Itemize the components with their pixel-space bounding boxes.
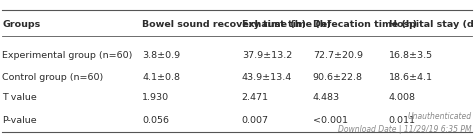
- Text: 4.008: 4.008: [389, 93, 416, 103]
- Text: 0.011: 0.011: [389, 116, 416, 125]
- Text: <0.001: <0.001: [313, 116, 348, 125]
- Text: 72.7±20.9: 72.7±20.9: [313, 51, 363, 60]
- Text: 43.9±13.4: 43.9±13.4: [242, 73, 292, 82]
- Text: 4.1±0.8: 4.1±0.8: [142, 73, 180, 82]
- Text: 2.471: 2.471: [242, 93, 269, 103]
- Text: Exhaust time (h): Exhaust time (h): [242, 20, 331, 29]
- Text: Experimental group (n=60): Experimental group (n=60): [2, 51, 133, 60]
- Text: 37.9±13.2: 37.9±13.2: [242, 51, 292, 60]
- Text: 90.6±22.8: 90.6±22.8: [313, 73, 363, 82]
- Text: 16.8±3.5: 16.8±3.5: [389, 51, 433, 60]
- Text: Defecation time (h): Defecation time (h): [313, 20, 417, 29]
- Text: T value: T value: [2, 93, 37, 103]
- Text: 1.930: 1.930: [142, 93, 169, 103]
- Text: Unauthenticated: Unauthenticated: [408, 112, 472, 121]
- Text: Bowel sound recovery time (h): Bowel sound recovery time (h): [142, 20, 306, 29]
- Text: Groups: Groups: [2, 20, 41, 29]
- Text: 4.483: 4.483: [313, 93, 340, 103]
- Text: 0.056: 0.056: [142, 116, 169, 125]
- Text: 18.6±4.1: 18.6±4.1: [389, 73, 433, 82]
- Text: 3.8±0.9: 3.8±0.9: [142, 51, 180, 60]
- Text: Download Date | 11/29/19 6:35 PM: Download Date | 11/29/19 6:35 PM: [338, 125, 472, 134]
- Text: Control group (n=60): Control group (n=60): [2, 73, 104, 82]
- Text: P-value: P-value: [2, 116, 37, 125]
- Text: 0.007: 0.007: [242, 116, 269, 125]
- Text: Hospital stay (d): Hospital stay (d): [389, 20, 474, 29]
